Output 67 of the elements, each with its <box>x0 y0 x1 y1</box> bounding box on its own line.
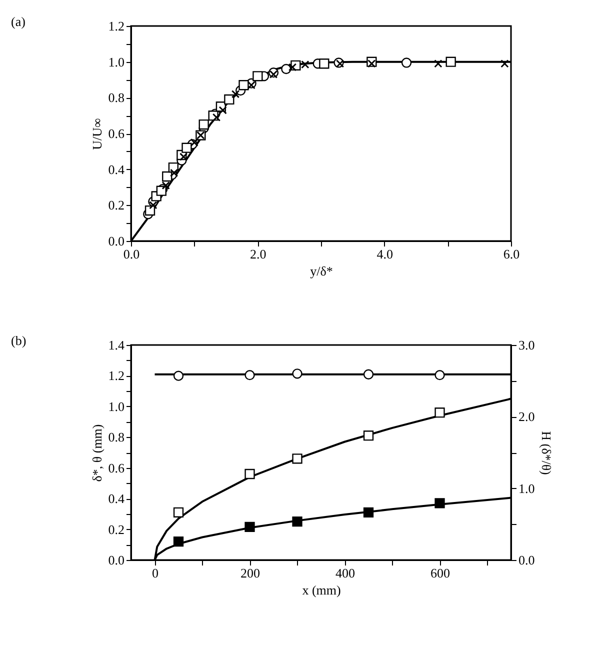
y2-tick-label: 2.0 <box>518 409 535 424</box>
point <box>173 507 184 518</box>
y-axis-title: δ*, θ (mm) <box>89 424 104 482</box>
point <box>434 498 445 508</box>
point <box>212 113 221 122</box>
point <box>281 64 292 74</box>
point <box>401 58 412 68</box>
y-tick-label: 0.4 <box>108 491 125 506</box>
point <box>301 60 310 69</box>
y-axis-title: U/U∞ <box>89 118 104 150</box>
y-tick-label: 1.0 <box>108 54 124 70</box>
x-axis-title: y/δ* <box>310 264 333 278</box>
point <box>170 168 178 178</box>
y-tick-label: 1.0 <box>108 398 124 414</box>
point <box>363 507 374 518</box>
x-tick-label: 400 <box>336 566 355 580</box>
point <box>162 181 170 190</box>
point <box>244 522 255 532</box>
x-tick-label: 4.0 <box>376 246 393 262</box>
y2-tick-label: 0.0 <box>518 552 535 568</box>
point <box>173 536 184 547</box>
point <box>434 60 442 68</box>
x-tick-label: 200 <box>240 566 260 580</box>
y-tick-label: 0.8 <box>108 430 124 445</box>
y-tick-label: 0.8 <box>108 90 124 106</box>
point <box>182 142 192 153</box>
y-tick-label: 0.6 <box>108 460 125 476</box>
y2-tick-label: 1.0 <box>518 480 535 496</box>
y-tick-label: 0.0 <box>108 234 124 248</box>
point <box>269 70 278 78</box>
point <box>231 90 240 98</box>
x-tick-label: 2.0 <box>250 246 266 262</box>
point <box>224 94 234 105</box>
x-tick-label: 6.0 <box>503 246 520 262</box>
point <box>247 81 256 90</box>
text: (b) <box>11 333 26 348</box>
y-tick-label: 0.2 <box>108 522 124 537</box>
y-tick-label: 1.2 <box>108 368 124 384</box>
x-axis-title: x (mm) <box>302 582 341 598</box>
point <box>292 454 302 464</box>
point <box>179 152 188 161</box>
point <box>238 80 249 90</box>
point <box>292 516 302 527</box>
point <box>162 171 172 182</box>
x-tick-label: 600 <box>430 566 450 580</box>
point <box>288 63 297 72</box>
y-tick-label: 0.4 <box>108 162 125 177</box>
y-tick-label: 0.6 <box>108 126 125 141</box>
x-tick-label: 0 <box>152 566 158 580</box>
point <box>244 468 255 480</box>
point <box>319 58 330 69</box>
x-tick-label: 0.0 <box>123 246 140 262</box>
point <box>218 106 227 114</box>
text: (a) <box>11 14 26 29</box>
y2-tick-label: 3.0 <box>518 338 535 352</box>
point <box>190 138 198 147</box>
y-tick-label: 1.4 <box>108 338 125 352</box>
y-tick-label: 1.2 <box>108 18 124 34</box>
point <box>149 201 158 210</box>
y-tick-label: 0.2 <box>108 198 124 213</box>
y2-axis-title: H (δ*/θ) <box>538 431 554 475</box>
point <box>252 71 263 82</box>
y-tick-label: 0.0 <box>108 552 124 568</box>
point <box>363 430 374 441</box>
point <box>446 56 456 67</box>
point <box>368 60 376 68</box>
point <box>434 408 445 418</box>
